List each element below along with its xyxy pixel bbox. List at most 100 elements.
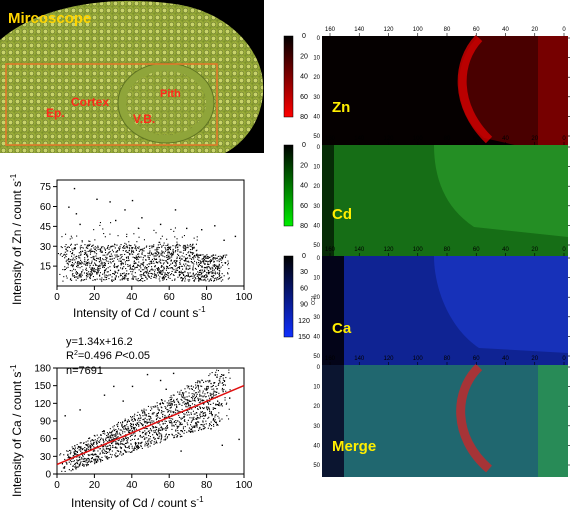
- scatter-point: [139, 419, 141, 421]
- scatter-point: [92, 276, 94, 278]
- scatter-point: [170, 411, 172, 413]
- scatter-point: [175, 260, 177, 262]
- scatter-point: [140, 279, 142, 281]
- scatter-point: [200, 271, 202, 273]
- scatter-point: [77, 273, 79, 275]
- scatter-point: [115, 430, 117, 432]
- scatter-point: [195, 243, 197, 245]
- scatter-point: [101, 277, 103, 279]
- scatter-point: [118, 248, 120, 250]
- scatter-point: [153, 276, 155, 278]
- scatter-point: [195, 396, 197, 398]
- scatter-point: [158, 432, 160, 434]
- scatter-point: [125, 450, 127, 452]
- scatter-point: [143, 265, 145, 267]
- scatter-point: [191, 429, 193, 431]
- scatter-point: [176, 243, 178, 245]
- scatter-point: [210, 397, 212, 399]
- scatter-point: [156, 405, 158, 407]
- scatter-point: [65, 260, 67, 262]
- scatter-point: [117, 433, 119, 435]
- scatter-point: [98, 267, 100, 269]
- scatter-point: [221, 418, 223, 420]
- scatter-point: [93, 247, 95, 249]
- scatter-point: [180, 270, 182, 272]
- scatter-point: [125, 446, 127, 448]
- scatter-point: [214, 272, 216, 274]
- scatter-point: [118, 255, 120, 257]
- scatter-point: [204, 260, 206, 262]
- scatter-point: [69, 270, 71, 272]
- scatter-point: [150, 417, 152, 419]
- scatter-point: [140, 442, 142, 444]
- scatter-point: [85, 449, 87, 451]
- scatter-point: [218, 412, 220, 414]
- scatter-point: [89, 446, 91, 448]
- scatter-point: [141, 274, 143, 276]
- scatter-point: [137, 255, 139, 257]
- scatter-point: [222, 384, 224, 386]
- scatter-point: [218, 403, 220, 405]
- scatter-point: [99, 257, 101, 259]
- scatter-point: [194, 400, 196, 402]
- scatter-point: [218, 261, 220, 263]
- scatter-point: [111, 435, 113, 437]
- scatter-point: [212, 264, 214, 266]
- scatter-point: [97, 460, 99, 462]
- scatter-point: [109, 261, 111, 263]
- scatter-point: [197, 399, 199, 401]
- scatter-point: [143, 272, 145, 274]
- scatter-point: [95, 255, 97, 257]
- scatter-point: [87, 440, 89, 442]
- scatter-point: [135, 266, 137, 268]
- scatter-point: [122, 267, 124, 269]
- scatter-point: [185, 391, 187, 393]
- scatter-point: [95, 462, 97, 464]
- scatter-point: [104, 451, 106, 453]
- scatter-point: [167, 262, 169, 264]
- scatter-point: [179, 433, 181, 435]
- map-x-tick-label: 140: [354, 136, 365, 142]
- scatter-point: [76, 462, 78, 464]
- scatter-point: [139, 417, 141, 419]
- scatter-point: [187, 273, 189, 275]
- scatter-point: [82, 454, 84, 456]
- scatter-point: [83, 272, 85, 274]
- map-label-zn: Zn: [332, 99, 350, 116]
- scale-tick-label: 20: [300, 53, 308, 60]
- scatter-point: [167, 411, 169, 413]
- scatter-point: [143, 239, 145, 241]
- scatter-point: [75, 279, 77, 281]
- scatter-point: [86, 462, 88, 464]
- scatter-point: [180, 277, 182, 279]
- scatter-point: [70, 278, 72, 280]
- scatter-point: [94, 252, 96, 254]
- scatter-point: [115, 447, 117, 449]
- scatter-point: [187, 424, 189, 426]
- scatter-point: [197, 380, 199, 382]
- scatter-point: [204, 393, 206, 395]
- scatter-point: [193, 254, 195, 256]
- map-x-tick-label: 160: [325, 247, 336, 253]
- scatter-point: [159, 243, 161, 245]
- scatter-point: [85, 450, 87, 452]
- scatter-point: [191, 246, 193, 248]
- scatter-point: [105, 258, 107, 260]
- scatter-point: [201, 266, 203, 268]
- scatter-point: [102, 258, 104, 260]
- scatter-point: [189, 249, 191, 251]
- scatter-point: [104, 433, 106, 435]
- scatter-point: [126, 245, 128, 247]
- scatter-point: [76, 451, 78, 453]
- scatter-point: [108, 436, 110, 438]
- micrograph-title: Mircoscope: [8, 10, 91, 27]
- scatter-point: [131, 268, 133, 270]
- scatter-point: [167, 404, 169, 406]
- scatter-point: [194, 260, 196, 262]
- scatter-point: [217, 266, 219, 268]
- scatter-point: [109, 453, 111, 455]
- scatter-point: [186, 431, 188, 433]
- scatter-point: [144, 271, 146, 273]
- scatter-point: [175, 422, 177, 424]
- scatter-point: [146, 271, 148, 273]
